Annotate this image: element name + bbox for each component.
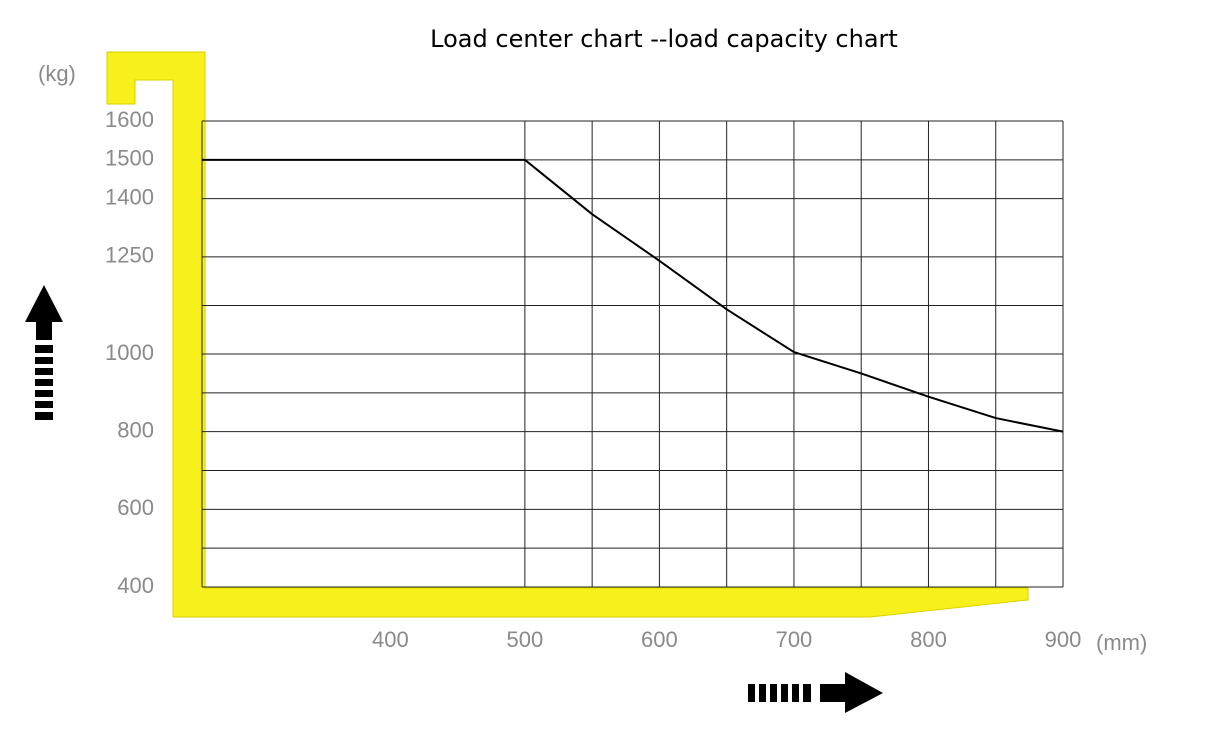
y-tick-label: 400 — [117, 573, 154, 598]
y-tick-label: 1500 — [105, 146, 154, 171]
x-unit: (mm) — [1096, 630, 1147, 655]
y-arrow — [25, 285, 63, 420]
x-tick-label: 400 — [372, 627, 409, 652]
y-tick-label: 1000 — [105, 340, 154, 365]
y-tick-label: 800 — [117, 417, 154, 442]
y-tick-label: 1250 — [105, 243, 154, 268]
y-unit: (kg) — [38, 61, 76, 86]
x-tick-label: 800 — [910, 627, 947, 652]
x-tick-label: 700 — [776, 627, 813, 652]
x-tick-label: 600 — [641, 627, 678, 652]
y-tick-label: 1400 — [105, 184, 154, 209]
y-tick-label: 1600 — [105, 107, 154, 132]
yellow-frame — [106, 51, 1029, 618]
data-line — [202, 158, 1064, 433]
x-tick-label: 500 — [507, 627, 544, 652]
y-tick-label: 600 — [117, 495, 154, 520]
x-tick-label: 900 — [1045, 627, 1082, 652]
chart-title: Load center chart --load capacity chart — [430, 25, 898, 53]
x-arrow — [748, 672, 883, 713]
